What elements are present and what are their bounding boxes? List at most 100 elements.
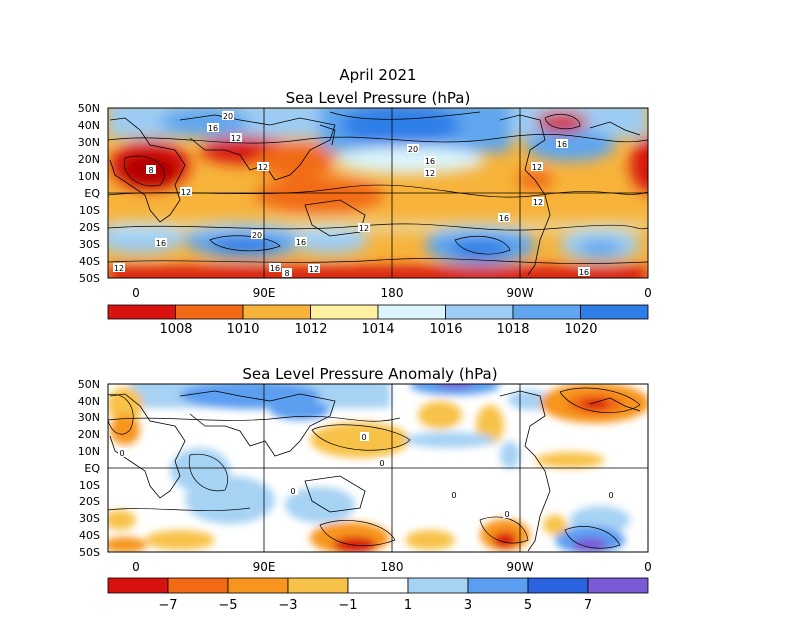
slp-lat-label: 30S: [79, 238, 100, 251]
svg-text:0: 0: [451, 491, 456, 500]
slp-lat-label: 40S: [79, 255, 100, 268]
slp-contour-label: 16: [207, 123, 219, 133]
svg-text:12: 12: [425, 169, 435, 178]
anomaly-lon-label: 90E: [253, 560, 276, 574]
svg-text:12: 12: [359, 224, 369, 233]
anomaly-lat-label: 10N: [78, 445, 100, 458]
panel2-title: Sea Level Pressure Anomaly (hPa): [242, 365, 497, 383]
anomaly-lat-label: 40S: [79, 529, 100, 542]
svg-text:0: 0: [608, 491, 613, 500]
anomaly-contour-label: 0: [289, 486, 298, 496]
svg-text:16: 16: [270, 264, 280, 273]
anomaly-contour-label: 0: [450, 490, 459, 500]
slp-map: 20 16 12 12 8 12 12 16 20 16 12 16 12 16…: [78, 102, 652, 300]
slp-contour-label: 16: [578, 267, 590, 277]
svg-text:0: 0: [119, 449, 124, 458]
anomaly-lat-label: 50S: [79, 546, 100, 559]
anomaly-colorbar-label: 1: [404, 598, 412, 613]
svg-text:20: 20: [408, 145, 418, 154]
slp-contour-label: 12: [358, 223, 370, 233]
svg-text:8: 8: [284, 269, 289, 278]
anomaly-colorbar-label: 5: [524, 598, 532, 613]
slp-contour-label: 12: [113, 263, 125, 273]
svg-text:16: 16: [208, 124, 218, 133]
slp-colorbar-label: 1010: [226, 322, 259, 337]
slp-contour-label: 12: [257, 162, 269, 172]
svg-text:8: 8: [148, 166, 153, 175]
slp-contour-label: 12: [308, 264, 320, 274]
svg-text:16: 16: [579, 268, 589, 277]
slp-colorbar-label: 1018: [496, 322, 529, 337]
slp-colorbar-swatch: [580, 304, 649, 320]
svg-text:12: 12: [533, 198, 543, 207]
slp-lon-label: 90W: [506, 286, 533, 300]
slp-lat-label: 20N: [78, 153, 100, 166]
slp-lat-label: 10S: [79, 204, 100, 217]
anomaly-contour-label: 0: [378, 458, 387, 468]
panel1-title: Sea Level Pressure (hPa): [286, 89, 471, 107]
slp-contour-label: 16: [155, 238, 167, 248]
slp-colorbar-swatch: [512, 304, 581, 320]
anomaly-colorbar-label: −3: [278, 598, 297, 613]
slp-lat-label: 40N: [78, 119, 100, 132]
slp-contour-label: 16: [556, 139, 568, 149]
slp-contour-label: 16: [498, 213, 510, 223]
anomaly-lat-label: 20N: [78, 428, 100, 441]
slp-colorbar-label: 1014: [361, 322, 394, 337]
svg-text:0: 0: [361, 433, 366, 442]
anomaly-map: 0 0 0 0 0 0 0 50N 40N 30N 20N 10N EQ 10S…: [78, 378, 652, 574]
anomaly-colorbar-swatch: [287, 577, 349, 594]
svg-text:0: 0: [504, 510, 509, 519]
figure-title: April 2021: [339, 66, 416, 84]
slp-colorbar-label: 1008: [159, 322, 192, 337]
svg-text:12: 12: [181, 188, 191, 197]
slp-lon-label: 180: [381, 286, 404, 300]
anomaly-lat-label: EQ: [84, 462, 100, 475]
svg-text:12: 12: [532, 163, 542, 172]
slp-contour-label: 20: [251, 230, 263, 240]
anomaly-colorbar-swatch: [587, 577, 649, 594]
anomaly-colorbar-swatch: [407, 577, 469, 594]
anomaly-colorbar-label: −7: [158, 598, 177, 613]
slp-lat-label: 50N: [78, 102, 100, 115]
anomaly-lat-label: 30S: [79, 512, 100, 525]
slp-colorbar: 1008 1010 1012 1014 1016 1018 1020: [107, 304, 649, 337]
anomaly-lon-label: 0: [644, 560, 652, 574]
anomaly-lat-label: 40N: [78, 395, 100, 408]
svg-text:0: 0: [290, 487, 295, 496]
slp-colorbar-label: 1020: [564, 322, 597, 337]
anomaly-lon-label: 180: [381, 560, 404, 574]
svg-text:12: 12: [114, 264, 124, 273]
svg-text:20: 20: [223, 112, 233, 121]
anomaly-colorbar-swatch: [467, 577, 529, 594]
slp-contour-label: 12: [180, 187, 192, 197]
slp-lat-label: 30N: [78, 136, 100, 149]
slp-contour-label: 20: [222, 111, 234, 121]
slp-contour-label: 20: [407, 144, 419, 154]
svg-text:20: 20: [252, 231, 262, 240]
anomaly-contour-label: 0: [607, 490, 616, 500]
svg-text:0: 0: [379, 459, 384, 468]
anomaly-colorbar-swatch: [107, 577, 169, 594]
slp-lon-label: 90E: [253, 286, 276, 300]
anomaly-contour-label: 0: [118, 448, 127, 458]
anomaly-contour-label: 0: [503, 509, 512, 519]
anomaly-contour-label: 0: [360, 432, 369, 442]
anomaly-colorbar: −7 −5 −3 −1 1 3 5 7: [107, 577, 649, 613]
slp-colorbar-swatch: [242, 304, 311, 320]
slp-contour-label: 12: [230, 133, 242, 143]
anomaly-colorbar-label: −1: [338, 598, 357, 613]
svg-text:16: 16: [425, 157, 435, 166]
slp-lat-label: EQ: [84, 187, 100, 200]
anomaly-colorbar-label: 3: [464, 598, 472, 613]
slp-contour-label: 16: [295, 237, 307, 247]
svg-text:16: 16: [296, 238, 306, 247]
slp-contour-label: 16: [269, 263, 281, 273]
slp-contour-label: 12: [531, 162, 543, 172]
anomaly-colorbar-swatch: [167, 577, 229, 594]
svg-text:12: 12: [309, 265, 319, 274]
anomaly-lat-label: 10S: [79, 479, 100, 492]
slp-colorbar-label: 1012: [294, 322, 327, 337]
anomaly-lat-label: 20S: [79, 495, 100, 508]
